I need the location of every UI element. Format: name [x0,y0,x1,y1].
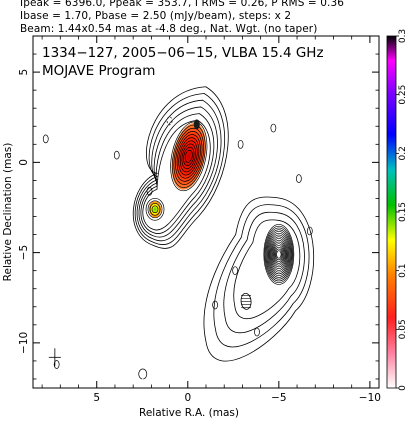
y-axis-label: Relative Declination (mas) [2,143,14,282]
lobe-contour [273,245,284,264]
noise-contour [232,266,238,276]
lobe-contour [275,248,283,261]
chart-title: 1334−127, 2005−06−15, VLBA 15.4 GHz [42,45,324,61]
colorbar-tick-label: 0.25 [398,85,408,105]
x-axis-label: Relative R.A. (mas) [139,407,239,419]
lobe-contour [267,232,290,277]
noise-contour [306,226,313,236]
knot-contours [145,197,165,221]
noise-contour [113,150,120,160]
lobe-contour [265,227,293,282]
core-contour [184,149,193,163]
core-peak [193,119,200,130]
lobe-contour [271,239,287,270]
colorbar-tick-label: 0.15 [398,202,408,222]
jet-contour [136,99,222,242]
y-tick-label: 5 [18,69,30,76]
core-contour [178,137,200,176]
beam-ellipse [240,292,252,310]
jet-contours [132,86,229,249]
jet-contour [138,106,218,238]
core-contour [181,143,197,170]
jet-contour [140,113,215,234]
noise-contour [146,186,153,196]
lobe-contour [266,231,291,278]
x-tick-label: −10 [359,392,381,404]
core-contour [183,146,195,166]
noise-contour [270,123,277,133]
noise-contour [237,139,244,149]
header-base-line: Ibase = 1.70, Pbase = 2.50 (mJy/beam), s… [20,10,292,22]
jet-contour [134,93,226,245]
core-contour [179,140,198,173]
header-peak-line: Ipeak = 6396.0, Ppeak = 353.7, I RMS = 0… [20,0,345,9]
y-tick-label: −5 [18,245,30,260]
noise-contour [138,368,148,380]
chart-subtitle: MOJAVE Program [42,63,155,79]
lobe-contour [266,229,292,280]
core-contour [173,127,205,185]
y-tick-label: −10 [18,332,30,354]
colorbar-tick-label: 0 [398,385,408,391]
beam-symbol [240,292,252,310]
knot-emission [149,201,162,218]
colorbar-tick-label: 0.2 [398,146,408,160]
knot-contour [149,202,161,216]
lobe-contour [269,236,289,273]
core-contour [176,134,201,179]
noise-contour [42,134,49,144]
knot-contour [145,197,165,221]
colorbar-tick-label: 0.05 [398,319,408,339]
x-tick-label: 0 [184,392,191,404]
jet-contour [132,86,229,249]
noise-contour [296,174,302,183]
negative-contour [166,116,173,126]
lobe-envelope-contour [223,211,305,333]
header-beam-line: Beam: 1.44x0.54 mas at -4.8 deg., Nat. W… [20,23,318,35]
noise-contour [212,300,218,310]
lobe-contour [268,234,290,275]
colorbar [386,35,397,389]
lobe-contour [264,225,294,284]
noise-contours [42,123,313,369]
lobe-contour [271,241,286,268]
colorbar-tick-label: 0.1 [398,264,408,278]
lobe-envelope [203,196,315,362]
lobe-contour [270,238,288,271]
lobe-envelope-contour [213,204,310,348]
plot-frame [32,35,380,389]
lobe-contour [272,243,285,266]
core-contour [175,131,203,182]
image-header: Ipeak = 6396.0, Ppeak = 353.7, I RMS = 0… [0,0,409,46]
y-tick-label: 0 [18,159,30,166]
lobe-contour [276,250,282,259]
jet-contour [142,119,211,231]
lobe-contour [263,224,295,285]
noise-contour [53,360,60,369]
colorbar-tick-label: 0.3 [398,29,408,43]
x-tick-label: −5 [271,392,286,404]
knot-contour [151,205,159,214]
lobe-envelope-contour [233,219,301,320]
lobe-contours [263,224,295,285]
lobe-contour [274,246,284,263]
x-tick-label: 5 [93,392,100,404]
lobe-envelope-contour [203,196,315,362]
noise-contour [254,327,260,337]
knot-contour [147,200,163,219]
